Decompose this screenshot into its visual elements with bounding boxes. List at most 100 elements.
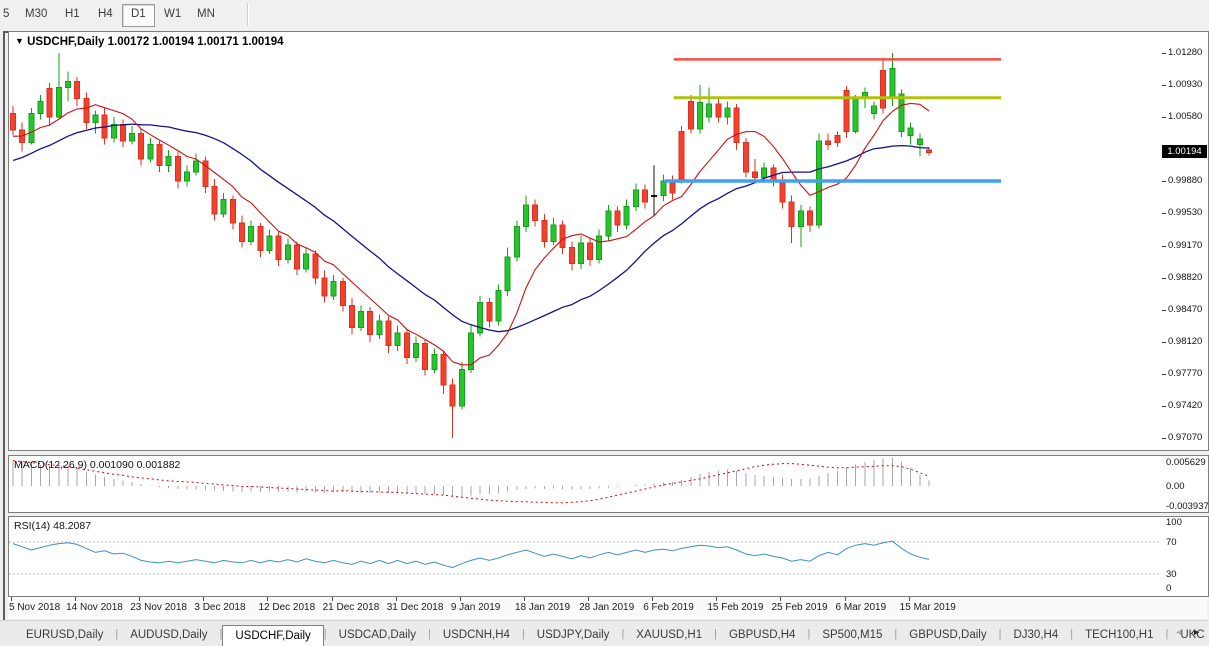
price-axis-label: 1.00930: [1168, 79, 1203, 90]
tab-usdcnh[interactable]: USDCNH,H4: [442, 629, 510, 641]
price-axis-tick: [1162, 437, 1166, 439]
tab-separator: |: [621, 628, 625, 640]
candlestick-chart[interactable]: [9, 32, 1161, 448]
rsi-line: [12, 540, 930, 569]
timeframe-button-h4[interactable]: H4: [98, 8, 113, 20]
date-label: 28 Jan 2019: [579, 602, 635, 613]
tab-audusd[interactable]: AUDUSD,Daily: [130, 629, 208, 641]
price-axis-tick: [1162, 53, 1166, 54]
date-label: 18 Jan 2019: [514, 602, 571, 613]
date-label: 21 Dec 2018: [322, 602, 380, 613]
date-label: 15 Mar 2019: [899, 602, 956, 613]
price-axis-tick: [1162, 405, 1166, 407]
tab-usdchf[interactable]: USDCHF,Daily: [222, 625, 324, 646]
tab-ukc[interactable]: UKC: [1180, 629, 1205, 641]
tab-separator: |: [1165, 628, 1169, 640]
price-axis-tick: [1162, 341, 1166, 343]
rsi-axis-label: 70: [1166, 537, 1177, 548]
tab-gbpusd[interactable]: GBPUSD,H4: [728, 629, 796, 641]
price-axis-label: 0.98120: [1168, 335, 1203, 347]
date-tick: [844, 597, 846, 601]
timeframe-button-w1[interactable]: W1: [164, 8, 182, 20]
price-axis-label: 0.98820: [1168, 271, 1203, 283]
date-tick: [716, 597, 718, 601]
price-axis-label: 0.99170: [1168, 239, 1203, 251]
date-tick: [75, 597, 77, 601]
tabs-scroll-right-icon[interactable]: ►: [1192, 627, 1201, 637]
macd-histogram: [12, 457, 930, 497]
tab-eurusd[interactable]: EURUSD,Daily: [26, 629, 104, 641]
rsi-value: 48.2087: [53, 520, 92, 532]
macd-axis: 0.005629 0.00 -0.003937: [1162, 455, 1209, 513]
price-axis-tick: [1162, 245, 1166, 247]
tab-dj30[interactable]: DJ30,H4: [1013, 629, 1059, 641]
tabs-scroll-left-icon[interactable]: ◄: [1174, 627, 1183, 637]
rsi-pane[interactable]: RSI(14) 48.2087: [8, 516, 1164, 597]
date-label: 14 Nov 2018: [66, 602, 123, 613]
main-chart-pane[interactable]: ▼ USDCHF,Daily 1.00172 1.00194 1.00171 1…: [8, 31, 1164, 451]
price-axis-tick: [1162, 213, 1166, 214]
chart-ohlc-values: 1.00172 1.00194 1.00171 1.00194: [107, 36, 284, 48]
date-label: 31 Dec 2018: [386, 602, 444, 613]
date-tick: [588, 597, 590, 601]
tab-separator: |: [427, 628, 431, 640]
tab-gbpusd[interactable]: GBPUSD,Daily: [909, 629, 987, 641]
macd-pane[interactable]: MACD(12,26,9) 0.001090 0.001882: [8, 455, 1164, 513]
rsi-axis-label: 0: [1166, 583, 1172, 594]
timeframe-button-mn[interactable]: MN: [197, 8, 215, 20]
candles: [10, 53, 932, 438]
fast-ma-line: [12, 102, 930, 366]
timeframe-button-m30[interactable]: M30: [25, 8, 48, 20]
rsi-axis-label: 100: [1166, 517, 1182, 528]
tab-separator: |: [894, 628, 898, 640]
price-axis-label: 1.01280: [1168, 47, 1203, 58]
date-tick: [459, 597, 461, 601]
price-axis-tick: [1162, 277, 1166, 279]
tab-separator: |: [1070, 628, 1074, 640]
rsi-label: RSI(14) 48.2087: [14, 520, 92, 532]
date-label: 15 Feb 2019: [707, 602, 764, 613]
date-tick: [395, 597, 397, 601]
toolbar-separator: [247, 3, 249, 26]
chart-dropdown-icon[interactable]: ▼: [15, 36, 24, 46]
chart-tabs: EURUSD,Daily | AUDUSD,Daily | USDCHF,Daily | U…: [14, 621, 1209, 646]
date-tick: [11, 597, 12, 601]
date-label: 25 Feb 2019: [771, 602, 828, 613]
macd-axis-label: -0.003937: [1166, 500, 1209, 512]
date-tick: [908, 597, 910, 601]
date-label: 9 Jan 2019: [450, 602, 501, 613]
price-axis-label: 1.00580: [1168, 111, 1203, 122]
date-tick: [203, 597, 205, 601]
timeframe-button-d1[interactable]: D1: [122, 4, 155, 27]
date-label: 12 Dec 2018: [258, 602, 316, 613]
price-axis: 1.00194 1.01280 1.00930 1.00580 0.99880 0.99…: [1162, 31, 1209, 451]
current-price-badge: 1.00194: [1162, 145, 1207, 159]
macd-chart: [12, 457, 930, 504]
tab-sp500[interactable]: SP500,M15: [822, 629, 883, 641]
date-label: 5 Nov 2018: [9, 602, 61, 613]
tab-separator: |: [219, 628, 223, 640]
tab-separator: |: [714, 628, 717, 640]
rsi-chart: [9, 540, 1161, 575]
chart-symbol-label: USDCHF,Daily: [27, 36, 105, 48]
timeframe-toolbar: 5 M30 H1 H4 D1 W1 MN: [0, 0, 1209, 30]
tab-tech100[interactable]: TECH100,H1: [1085, 629, 1154, 641]
tab-xauusd[interactable]: XAUUSD,H1: [636, 629, 703, 641]
tab-separator: |: [323, 628, 327, 640]
price-axis-label: 0.98470: [1168, 303, 1203, 315]
timeframe-button-partial[interactable]: 5: [3, 8, 10, 20]
tab-usdjpy[interactable]: USDJPY,Daily: [536, 629, 610, 641]
date-tick: [331, 597, 333, 601]
rsi-axis-label: 30: [1166, 569, 1177, 580]
price-axis-tick: [1162, 373, 1166, 375]
date-axis: 5 Nov 2018 14 Nov 2018 23 Nov 2018 3 Dec 20…: [8, 597, 1207, 619]
date-tick: [267, 597, 269, 601]
tab-separator: |: [807, 628, 811, 640]
date-label: 6 Feb 2019: [643, 602, 694, 613]
price-axis-label: 0.97770: [1168, 367, 1203, 379]
timeframe-button-h1[interactable]: H1: [65, 8, 80, 20]
macd-axis-label: 0.00: [1166, 481, 1185, 492]
tab-usdcad[interactable]: USDCAD,Daily: [338, 629, 416, 641]
price-axis-tick: [1162, 181, 1166, 182]
